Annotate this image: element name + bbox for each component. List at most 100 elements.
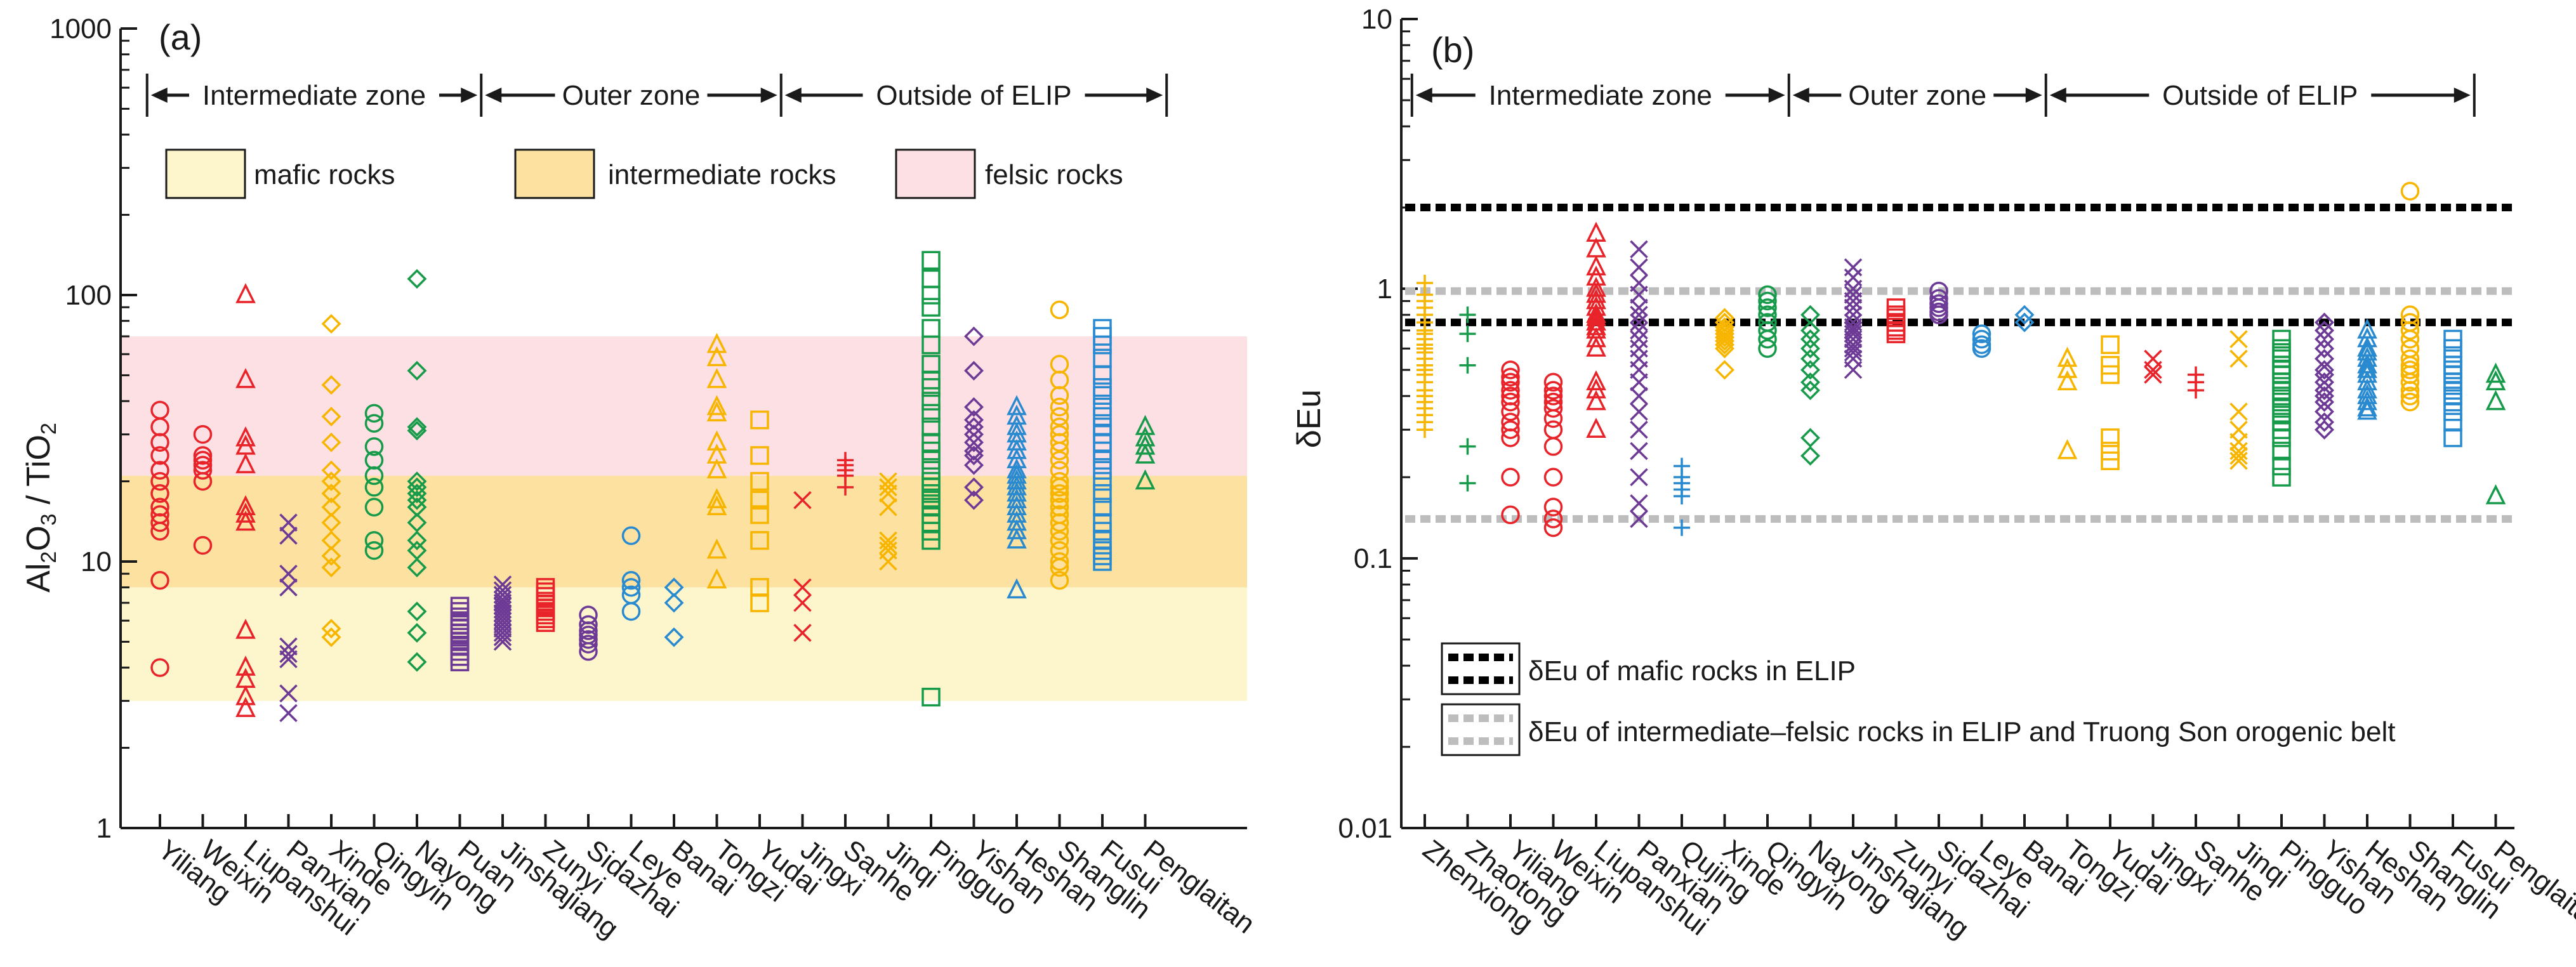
point-panxian — [279, 650, 298, 669]
point-leye — [1972, 324, 1991, 343]
point-pingguo — [921, 286, 941, 305]
point-yiliang — [1501, 402, 1520, 421]
point-qingyin — [364, 414, 384, 433]
point-yudai — [2101, 442, 2120, 461]
point-pingguo — [2272, 355, 2291, 375]
series-leye — [621, 526, 641, 621]
y-tick-label: 0.01 — [1338, 813, 1392, 844]
point-xinde — [1715, 338, 1734, 359]
point-xinde — [321, 627, 341, 647]
point-yiliang — [1501, 360, 1520, 379]
point-heshan — [2357, 370, 2377, 391]
point-leye — [621, 526, 641, 546]
series-qingyin — [1758, 285, 1777, 359]
series-leye — [1972, 324, 1991, 359]
point-xinde — [321, 546, 341, 566]
point-heshan — [1007, 395, 1027, 416]
point-heshan — [2357, 327, 2377, 348]
point-liupanshui — [1586, 237, 1606, 258]
point-yiliang — [1501, 381, 1520, 400]
point-yudai — [750, 505, 769, 524]
point-liupanshui — [235, 503, 256, 523]
point-sidazhai — [579, 641, 598, 661]
point-qingyin — [1758, 321, 1777, 340]
point-tongzi — [2057, 438, 2078, 459]
point-liupanshui — [1586, 390, 1606, 411]
point-yishan — [964, 432, 984, 452]
point-liupanshui — [1586, 336, 1606, 357]
point-weixin — [1543, 510, 1563, 529]
zone-arrowhead-left — [485, 88, 502, 103]
point-jinshajiang — [493, 619, 512, 638]
band-mafic-rocks — [121, 587, 1247, 701]
point-liupanshui — [1586, 277, 1606, 297]
zone-arrowhead-right — [2025, 88, 2042, 103]
point-yishan — [964, 410, 984, 430]
point-liupanshui — [235, 426, 256, 447]
point-liupanshui — [235, 697, 256, 717]
point-shanglin — [2400, 321, 2420, 340]
point-leye — [621, 570, 641, 590]
series-panxian — [279, 513, 298, 723]
point-penglaitan — [2485, 370, 2506, 391]
point-jinqi — [879, 552, 897, 571]
point-jinqi — [2229, 330, 2248, 348]
series-yiliang — [150, 400, 169, 677]
point-zhaotong — [1459, 357, 1476, 374]
point-qingyin — [364, 437, 384, 456]
point-tongzi — [706, 367, 727, 388]
point-tongzi — [706, 401, 727, 422]
series-panxian — [1630, 240, 1648, 529]
panel-b-axes: 0.01 0.1 1 10 — [1338, 4, 2514, 844]
point-fusui — [2443, 360, 2462, 379]
panel-a-x-tick-labels: YiliangWeixinLiupanshuiPanxianXindeQingy… — [152, 834, 1261, 944]
point-heshan — [1007, 438, 1027, 459]
point-xinde — [321, 619, 341, 639]
point-panxian — [1630, 330, 1648, 348]
point-xinde — [1715, 331, 1734, 351]
point-panxian — [279, 645, 298, 663]
point-zhaotong — [1459, 326, 1476, 343]
point-pingguo — [921, 404, 941, 423]
zone-arrowhead-right — [1768, 88, 1785, 103]
point-zunyi — [536, 613, 555, 632]
point-shanglin — [1050, 478, 1069, 497]
point-jinshajiang — [1844, 298, 1863, 317]
series-yishan — [964, 326, 984, 510]
point-qujing — [1674, 488, 1690, 505]
point-yudai — [750, 530, 769, 550]
point-jinshajiang — [493, 615, 512, 634]
point-xinde — [321, 407, 341, 426]
series-jingxi — [793, 490, 812, 642]
point-fusui — [2443, 339, 2462, 359]
point-pingguo — [2272, 360, 2291, 379]
zone-arrowhead-right — [1146, 88, 1163, 103]
series-tongzi — [2057, 346, 2078, 459]
point-fusui — [2443, 392, 2462, 412]
point-banai — [664, 593, 684, 613]
point-pingguo — [2272, 442, 2291, 461]
series-zunyi — [536, 577, 555, 632]
series-qujing — [1674, 457, 1690, 536]
point-zhaotong — [1459, 306, 1476, 324]
point-penglaitan — [2485, 390, 2506, 411]
point-jinqi — [879, 484, 897, 503]
point-jingxi — [793, 490, 812, 510]
point-yiliang — [1501, 428, 1520, 447]
point-heshan — [2357, 358, 2377, 378]
point-nayong — [407, 417, 427, 437]
series-zunyi — [1886, 298, 1906, 343]
point-fusui — [1093, 386, 1112, 405]
point-nayong — [407, 471, 427, 492]
point-liupanshui — [235, 510, 256, 531]
series-sidazhai — [579, 605, 598, 661]
legend-intfelsic-ref-swatch — [1441, 703, 1521, 756]
point-jinshajiang — [493, 628, 512, 647]
point-yudai — [2101, 451, 2120, 471]
point-tongzi — [706, 430, 727, 451]
y-tick-label: 10 — [1361, 4, 1392, 35]
point-xinde — [1715, 327, 1734, 348]
point-weixin — [193, 471, 213, 491]
point-jingxi — [793, 593, 812, 612]
point-jingxi — [2144, 360, 2162, 379]
